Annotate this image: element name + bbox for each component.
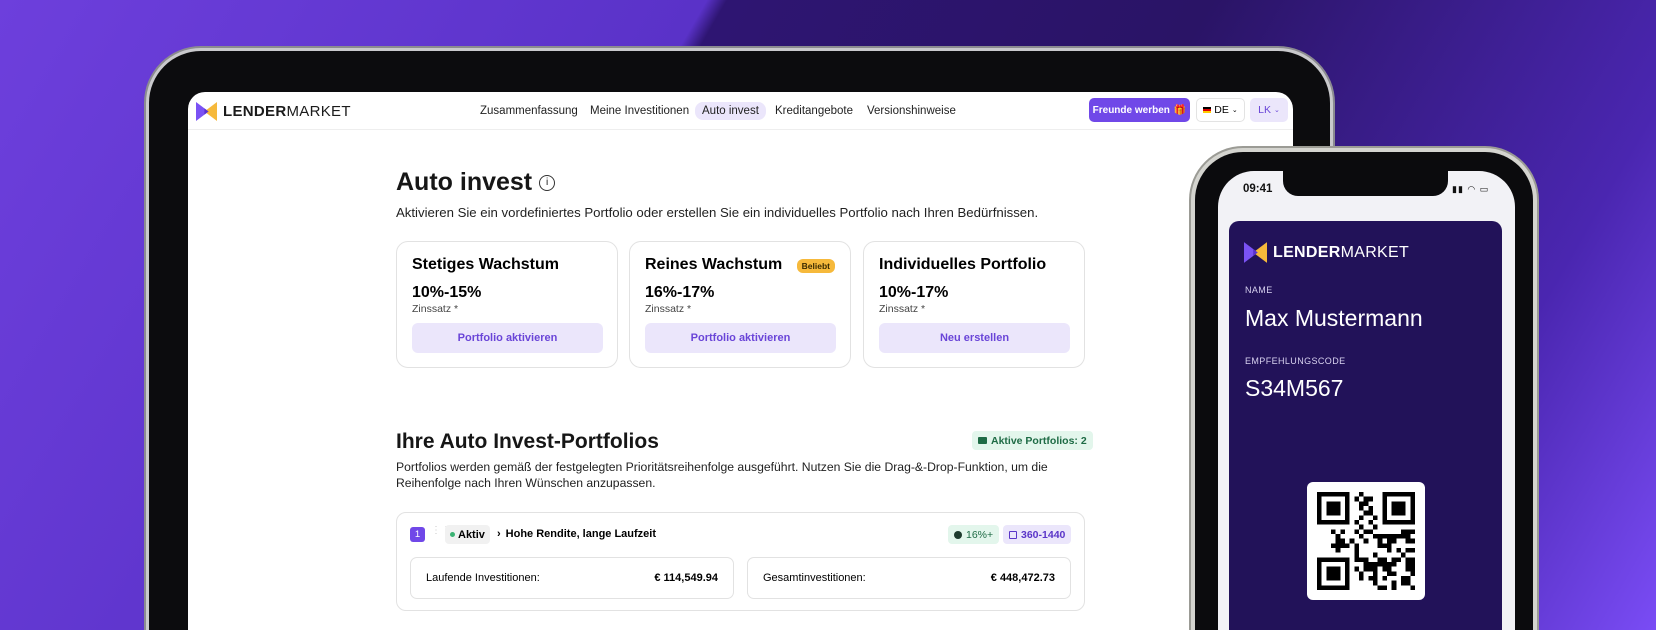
portfolio-name: Hohe Rendite, lange Laufzeit — [505, 528, 657, 540]
card-rate: 10%-17% — [879, 284, 949, 301]
phone-screen: 09:41 ▮▮ ◠ ▭ LENDERMARKET NAME Max Muste… — [1218, 171, 1515, 630]
nav-kreditangebote[interactable]: Kreditangebote — [775, 105, 854, 117]
language-label: DE — [1214, 104, 1229, 116]
refer-friends-button[interactable]: Freunde werben 🎁 — [1089, 98, 1190, 122]
card-title: Individuelles Portfolio — [879, 256, 1047, 273]
popular-badge: Beliebt — [796, 259, 835, 273]
status-icons: ▮▮ ◠ ▭ — [1452, 184, 1490, 194]
portfolio-expand-toggle[interactable]: › Hohe Rendite, lange Laufzeit — [497, 528, 656, 540]
active-portfolios-badge: Aktive Portfolios: 2 — [972, 431, 1093, 450]
logo-icon — [196, 102, 217, 121]
chevron-right-icon: › — [497, 528, 501, 540]
calendar-icon — [1009, 530, 1017, 539]
page-subtitle: Aktivieren Sie ein vordefiniertes Portfo… — [396, 205, 1039, 220]
current-investments-box: Laufende Investitionen: € 114,549.94 — [410, 557, 734, 599]
chevron-down-icon: ⌄ — [1273, 107, 1280, 114]
refer-label: Freunde werben — [1092, 104, 1170, 116]
card-rate: 16%-17% — [645, 284, 715, 301]
status-dot-icon — [450, 532, 455, 537]
drag-handle-icon[interactable]: ⋮⋮ — [431, 525, 451, 536]
name-label: NAME — [1245, 285, 1273, 295]
activate-portfolio-button[interactable]: Portfolio aktivieren — [412, 323, 603, 353]
info-icon[interactable]: i — [539, 175, 556, 192]
current-investments-value: € 114,549.94 — [654, 572, 718, 584]
percent-icon — [954, 530, 962, 539]
logo-text-bold: LENDER — [223, 103, 287, 120]
referral-code-value: S34M567 — [1245, 375, 1344, 401]
name-value: Max Mustermann — [1245, 305, 1423, 331]
status-badge: Aktiv — [445, 525, 490, 544]
wallet-logo: LENDERMARKET — [1244, 242, 1409, 263]
nav-versionshinweise[interactable]: Versionshinweise — [867, 105, 956, 117]
phone-notch — [1283, 171, 1448, 196]
portfolios-desc-2: Reihenfolge nach Ihren Wünschen anzupass… — [396, 476, 656, 490]
logo-text-light: MARKET — [286, 103, 351, 120]
term-badge: 360-1440 — [1003, 525, 1072, 544]
portfolios-desc-1: Portfolios werden gemäß der festgelegten… — [396, 460, 1048, 474]
nav-auto-invest[interactable]: Auto invest — [695, 102, 766, 120]
portfolio-card-individuell: Individuelles Portfolio 10%-17% Zinssatz… — [863, 241, 1085, 368]
user-menu[interactable]: LK ⌄ — [1250, 98, 1288, 122]
card-rate-label: Zinssatz * — [645, 303, 692, 315]
card-rate-label: Zinssatz * — [879, 303, 926, 315]
flag-de-icon — [1203, 107, 1212, 113]
language-select[interactable]: DE ⌄ — [1196, 98, 1245, 122]
user-initials: LK — [1258, 104, 1271, 116]
referral-wallet-card: LENDERMARKET NAME Max Mustermann EMPFEHL… — [1229, 221, 1502, 630]
tablet-screen: LENDERMARKET Zusammenfassung Meine Inves… — [188, 92, 1293, 630]
card-rate: 10%-15% — [412, 284, 482, 301]
chevron-down-icon: ⌄ — [1231, 107, 1238, 114]
top-nav: LENDERMARKET Zusammenfassung Meine Inves… — [188, 92, 1293, 130]
nav-zusammenfassung[interactable]: Zusammenfassung — [480, 105, 578, 117]
portfolio-card-reines-wachstum: Reines Wachstum Beliebt 16%-17% Zinssatz… — [629, 241, 851, 368]
portfolio-item[interactable]: 1 ⋮⋮ Aktiv › Hohe Rendite, lange Laufzeit… — [396, 512, 1085, 611]
current-investments-label: Laufende Investitionen: — [426, 572, 540, 584]
referral-code-label: EMPFEHLUNGSCODE — [1245, 356, 1346, 366]
total-investments-label: Gesamtinvestitionen: — [763, 572, 866, 584]
portfolio-card-stetiges-wachstum: Stetiges Wachstum 10%-15% Zinssatz * Por… — [396, 241, 618, 368]
briefcase-icon — [978, 437, 987, 444]
status-time: 09:41 — [1243, 183, 1273, 195]
gift-icon: 🎁 — [1173, 104, 1187, 116]
rate-badge: 16%+ — [948, 525, 1000, 544]
nav-meine-investitionen[interactable]: Meine Investitionen — [590, 105, 690, 117]
card-rate-label: Zinssatz * — [412, 303, 459, 315]
qr-code — [1307, 482, 1425, 600]
activate-portfolio-button[interactable]: Portfolio aktivieren — [645, 323, 836, 353]
portfolios-title: Ihre Auto Invest-Portfolios — [396, 430, 659, 453]
card-title: Stetiges Wachstum — [412, 256, 559, 273]
qr-code-image — [1317, 492, 1415, 590]
total-investments-box: Gesamtinvestitionen: € 448,472.73 — [747, 557, 1071, 599]
create-portfolio-button[interactable]: Neu erstellen — [879, 323, 1070, 353]
priority-badge: 1 — [410, 527, 425, 542]
page-title: Auto invest i — [396, 168, 556, 197]
logo[interactable]: LENDERMARKET — [196, 102, 351, 121]
logo-icon — [1244, 242, 1267, 263]
card-title: Reines Wachstum — [645, 256, 783, 273]
total-investments-value: € 448,472.73 — [990, 572, 1055, 584]
